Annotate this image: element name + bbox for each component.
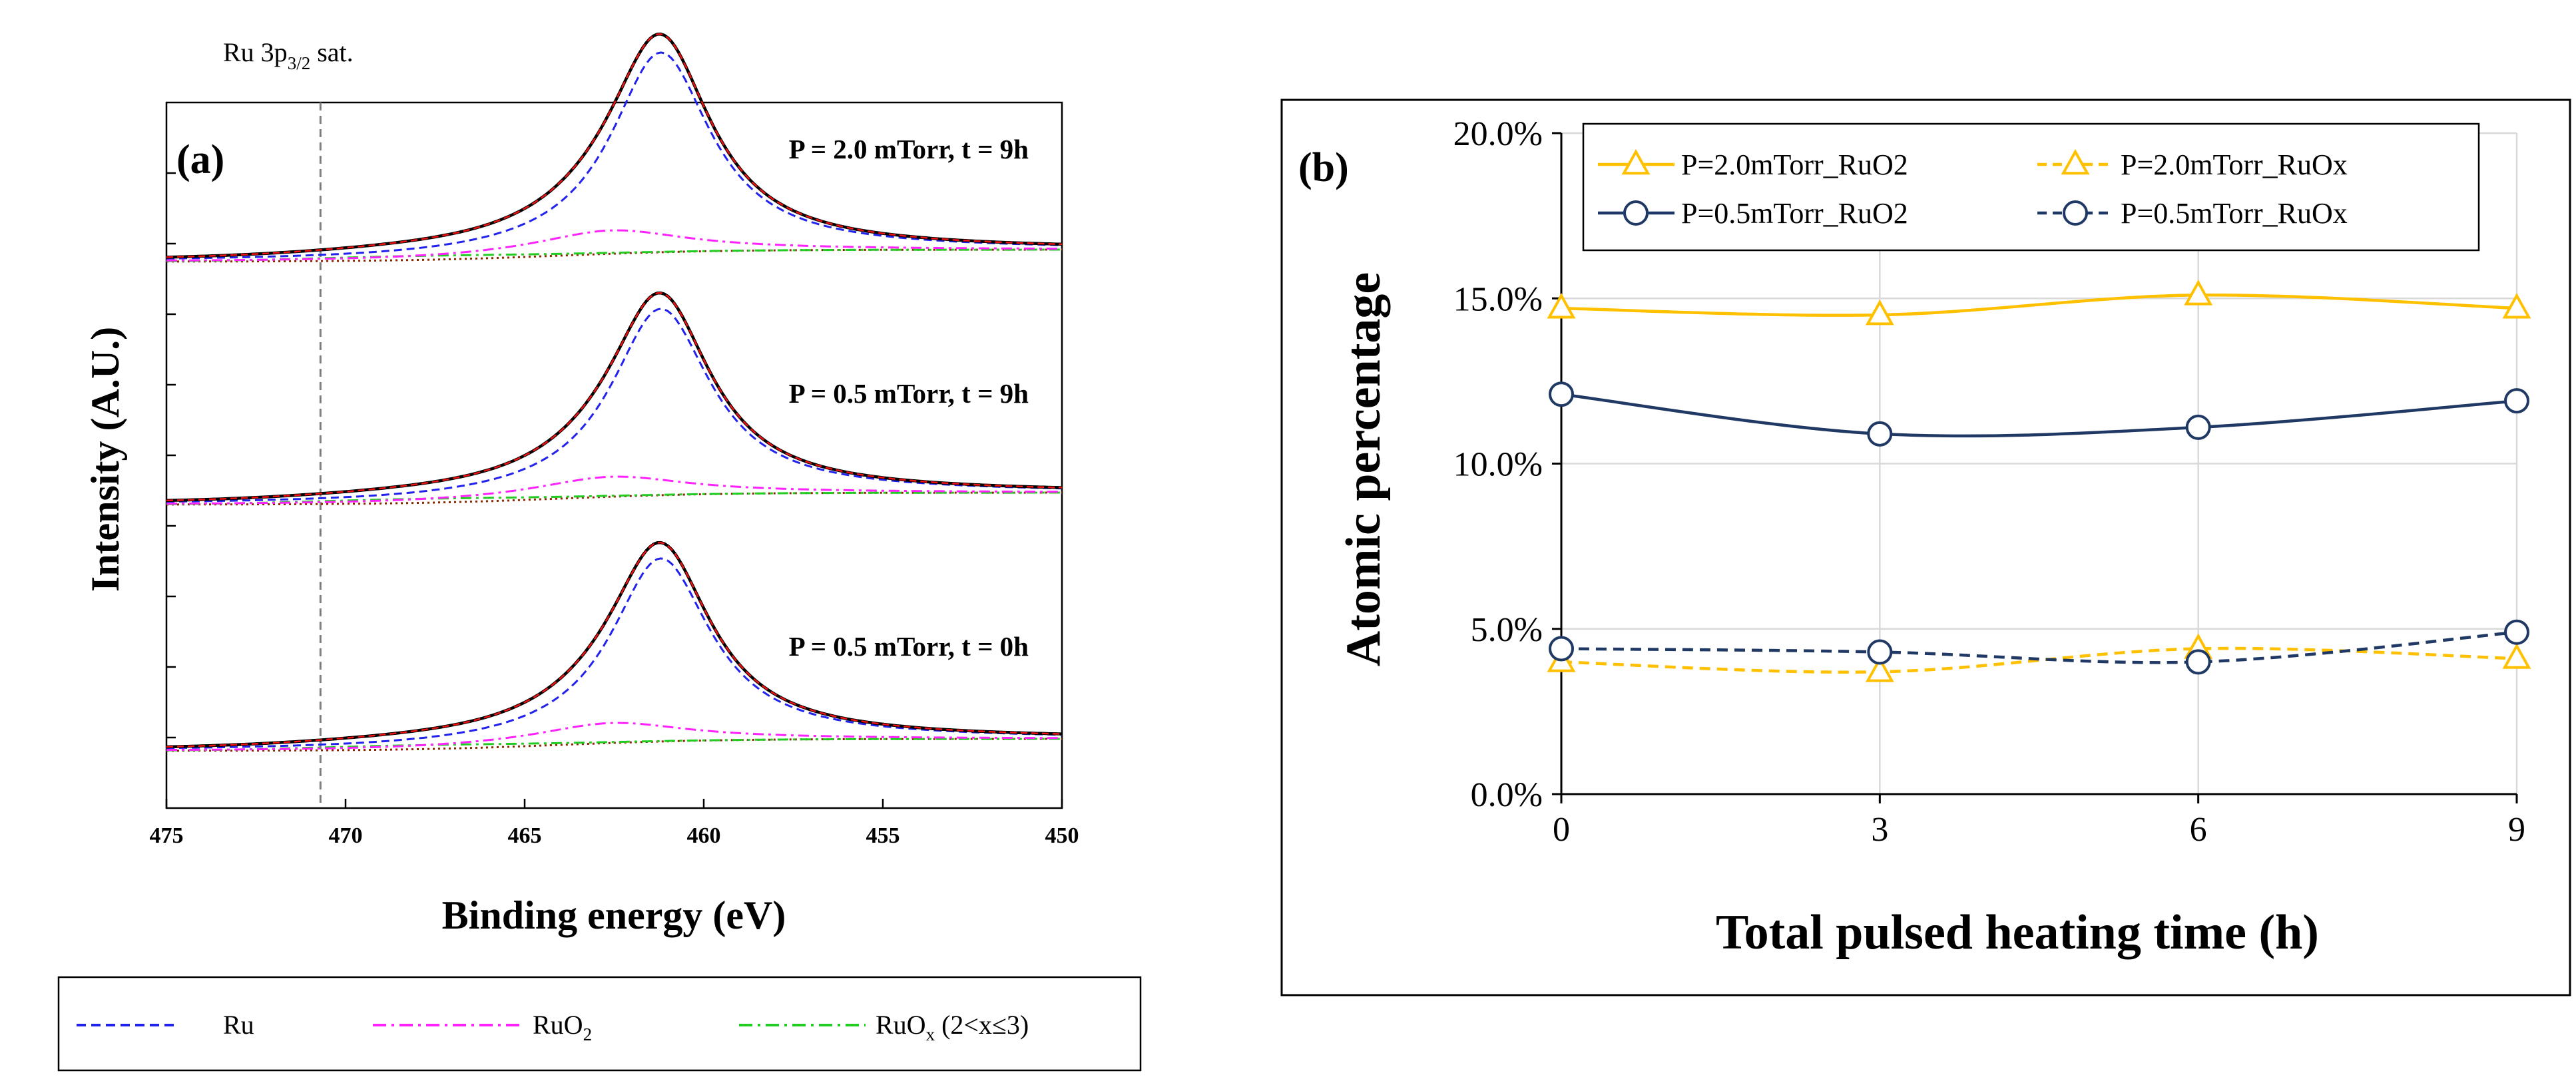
x-tick-label: 3 (1871, 811, 1888, 849)
panel-b-atomic-percentage: 0.0% 5.0% 10.0% 15.0% 20.0% 0 3 6 9 (b) Atomic p… (1280, 99, 2571, 996)
data-point (1549, 381, 1574, 407)
ruo2-component-curve (166, 722, 1062, 752)
panel-a-xlabel: Binding energy (eV) (442, 893, 786, 937)
legend-entry-P=2.0mTorr_RuO2: P=2.0mTorr_RuO2 (1598, 148, 1908, 181)
ruox-component-curve (166, 738, 1062, 752)
panel-a-top-label: Ru 3p3/2 sat. (223, 37, 354, 73)
series-P=0.5mTorr_RuO2 (1549, 381, 2529, 447)
y-tick-label: 10.0% (1453, 446, 1543, 484)
ruox-component-curve (166, 248, 1062, 262)
data-point (1549, 636, 1574, 662)
series-line (1561, 646, 2517, 674)
spectrum-label-3: P = 0.5 mTorr, t = 0h (789, 631, 1029, 662)
legend-label: P=0.5mTorr_RuOx (2121, 197, 2348, 230)
legend-marker (1623, 200, 1649, 226)
data-point (2502, 643, 2531, 669)
data-point (1867, 421, 1893, 447)
panel-b-label: (b) (1298, 145, 1349, 190)
panel-a-label: (a) (176, 137, 224, 182)
y-tick-label: 0.0% (1471, 776, 1543, 814)
x-tick-label: 6 (2190, 811, 2207, 849)
data-point (2502, 293, 2531, 319)
panel-a-plot-frame (165, 101, 1063, 809)
x-tick-label: 450 (1045, 823, 1079, 848)
y-tick-label: 5.0% (1471, 611, 1543, 649)
panel-b-outer-frame (1280, 99, 2571, 996)
panel-b-legend: P=2.0mTorr_RuO2 P=2.0mTorr_RuOx P=0.5mTorr… (1582, 122, 2480, 252)
legend-marker (1621, 148, 1651, 175)
legend-marker (2061, 148, 2090, 175)
panel-b-xlabel: Total pulsed heating time (h) (1716, 905, 2319, 960)
legend-label: P=2.0mTorr_RuO2 (1681, 148, 1908, 181)
x-tick-label: 455 (866, 823, 900, 848)
spectrum-label-2: P = 0.5 mTorr, t = 9h (789, 378, 1029, 409)
y-tick-label: 15.0% (1453, 280, 1543, 318)
x-tick-label: 460 (687, 823, 721, 848)
data-point (1865, 656, 1894, 682)
x-tick-label: 475 (150, 823, 184, 848)
series-P=0.5mTorr_RuOx (1549, 619, 2529, 675)
x-tick-label: 0 (1553, 811, 1570, 849)
legend-label: P=2.0mTorr_RuOx (2121, 148, 2348, 181)
panel-b-axes: 0.0% 5.0% 10.0% 15.0% 20.0% 0 3 6 9 (1453, 115, 2525, 849)
fit-curve (166, 292, 1063, 502)
spectra-curves (166, 32, 1063, 752)
series-line (1561, 630, 2517, 664)
panel-a-ylabel: Intensity (A.U.) (83, 327, 127, 592)
panel-b-ylabel: Atomic percentage (1336, 272, 1391, 666)
legend-label-ruox: RuOx (2<x≤3) (876, 1010, 1029, 1044)
spectrum-label-1: P = 2.0 mTorr, t = 9h (789, 134, 1029, 164)
panel-a-y-ticks (166, 172, 176, 739)
legend-label-ru: Ru (223, 1010, 254, 1040)
x-tick-label: 9 (2508, 811, 2525, 849)
ruo2-component-curve (166, 475, 1062, 505)
ru-component-curve (166, 557, 1063, 750)
series-line (1561, 393, 2517, 438)
legend-marker (2063, 200, 2088, 226)
spectrum-2 (166, 291, 1063, 506)
legend-label: P=0.5mTorr_RuO2 (1681, 197, 1908, 230)
series-P=2.0mTorr_RuO2 (1547, 280, 2531, 326)
legend-label-ruo2: RuO2 (533, 1010, 592, 1044)
data-point (2184, 280, 2213, 306)
data-point (1867, 639, 1893, 665)
panel-b-legend-box (1582, 122, 2480, 252)
panel-a-legend-box (57, 976, 1142, 1072)
panel-b-series (1547, 280, 2531, 682)
ru-component-curve (166, 51, 1063, 260)
ruox-component-curve (166, 491, 1062, 505)
legend-entry-P=0.5mTorr_RuO2: P=0.5mTorr_RuO2 (1598, 197, 1908, 230)
x-tick-label: 470 (329, 823, 363, 848)
legend-entry-P=0.5mTorr_RuOx: P=0.5mTorr_RuOx (2037, 197, 2348, 230)
data-point (2504, 619, 2529, 645)
x-tick-label: 465 (508, 823, 542, 848)
fit-curve (166, 541, 1063, 748)
fit-curve (166, 33, 1063, 258)
panel-a-xps-spectra: Ru 3p3/2 sat. 475 470 465 460 455 450 (a) P =… (57, 32, 1142, 1072)
spectrum-1 (166, 32, 1063, 263)
y-tick-label: 20.0% (1453, 115, 1543, 153)
spectrum-3 (166, 541, 1063, 752)
data-point (1865, 299, 1894, 326)
series-line (1561, 293, 2517, 317)
panel-a-x-ticks: 475 470 465 460 455 450 (150, 799, 1079, 848)
data-point (2185, 649, 2211, 675)
legend-entry-P=2.0mTorr_RuOx: P=2.0mTorr_RuOx (2037, 148, 2348, 181)
ruo2-component-curve (166, 229, 1062, 262)
data-point (2504, 388, 2529, 414)
data-point (2185, 414, 2211, 440)
data-point (1547, 293, 1576, 319)
